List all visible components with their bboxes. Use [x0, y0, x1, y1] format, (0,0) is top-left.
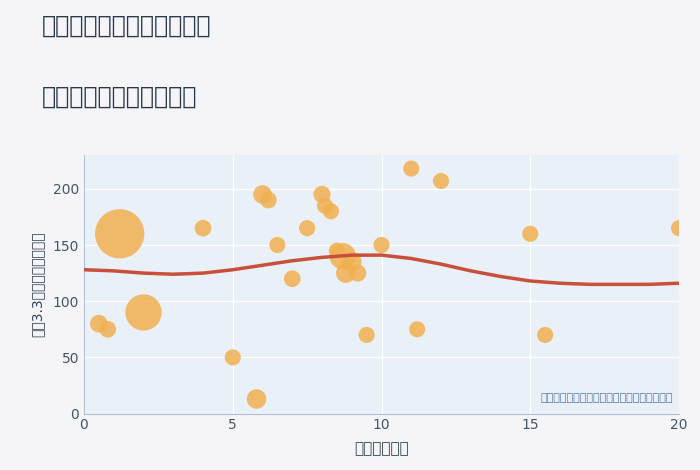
Point — [138, 309, 149, 316]
Point — [346, 258, 357, 266]
Point — [251, 395, 262, 403]
Text: 円の大きさは、取引のあった物件面積を示す: 円の大きさは、取引のあった物件面積を示す — [540, 393, 673, 403]
Point — [361, 331, 372, 339]
Point — [376, 241, 387, 249]
Point — [412, 326, 423, 333]
Point — [197, 224, 209, 232]
X-axis label: 駅距離（分）: 駅距離（分） — [354, 441, 409, 456]
Point — [263, 196, 274, 204]
Point — [331, 247, 342, 254]
Point — [352, 269, 363, 277]
Point — [326, 208, 337, 215]
Point — [525, 230, 536, 237]
Point — [316, 191, 328, 198]
Point — [406, 165, 417, 172]
Point — [302, 224, 313, 232]
Point — [319, 202, 330, 210]
Point — [337, 252, 349, 260]
Point — [340, 269, 351, 277]
Point — [435, 177, 447, 185]
Point — [540, 331, 551, 339]
Point — [102, 326, 113, 333]
Point — [257, 191, 268, 198]
Y-axis label: 坪（3.3㎡）単価（万円）: 坪（3.3㎡）単価（万円） — [30, 232, 44, 337]
Point — [227, 353, 238, 361]
Text: 駅距離別中古戸建て価格: 駅距離別中古戸建て価格 — [42, 85, 197, 109]
Point — [673, 224, 685, 232]
Point — [272, 241, 283, 249]
Text: 兵庫県神戸市灘区日尾町の: 兵庫県神戸市灘区日尾町の — [42, 14, 211, 38]
Point — [93, 320, 104, 328]
Point — [287, 275, 298, 282]
Point — [114, 230, 125, 237]
